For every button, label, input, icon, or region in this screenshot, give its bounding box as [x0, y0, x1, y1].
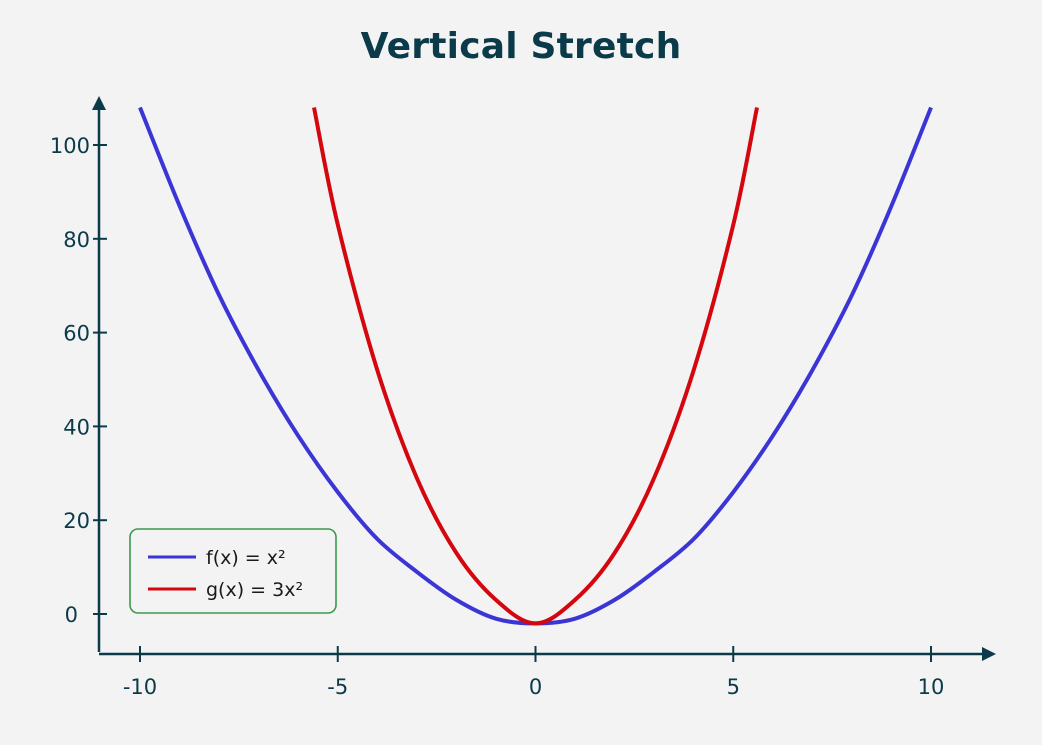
- series-line-g: [312, 107, 759, 626]
- x-tick-label: 10: [918, 675, 945, 699]
- series-layer: [138, 106, 933, 626]
- x-tick-label: 5: [727, 675, 740, 699]
- x-tick-label: 0: [529, 675, 542, 699]
- legend-label-g: g(x) = 3x²: [206, 579, 303, 601]
- y-tick-label: 80: [63, 228, 90, 252]
- axes: [92, 96, 996, 661]
- y-tick-label: 60: [63, 322, 90, 346]
- y-tick-label: 20: [63, 509, 90, 533]
- chart-title: Vertical Stretch: [360, 26, 682, 67]
- legend-label-f: f(x) = x²: [206, 547, 286, 569]
- legend-box: [129, 528, 337, 614]
- legend: f(x) = x² g(x) = 3x²: [129, 528, 337, 614]
- x-axis-arrow: [982, 647, 996, 661]
- x-tick-label: -10: [123, 675, 157, 699]
- y-tick-label: 40: [63, 415, 90, 439]
- y-tick-label: 0: [65, 603, 78, 627]
- y-axis-arrow: [92, 96, 106, 110]
- y-tick-label: 100: [50, 134, 90, 158]
- x-tick-label: -5: [327, 675, 348, 699]
